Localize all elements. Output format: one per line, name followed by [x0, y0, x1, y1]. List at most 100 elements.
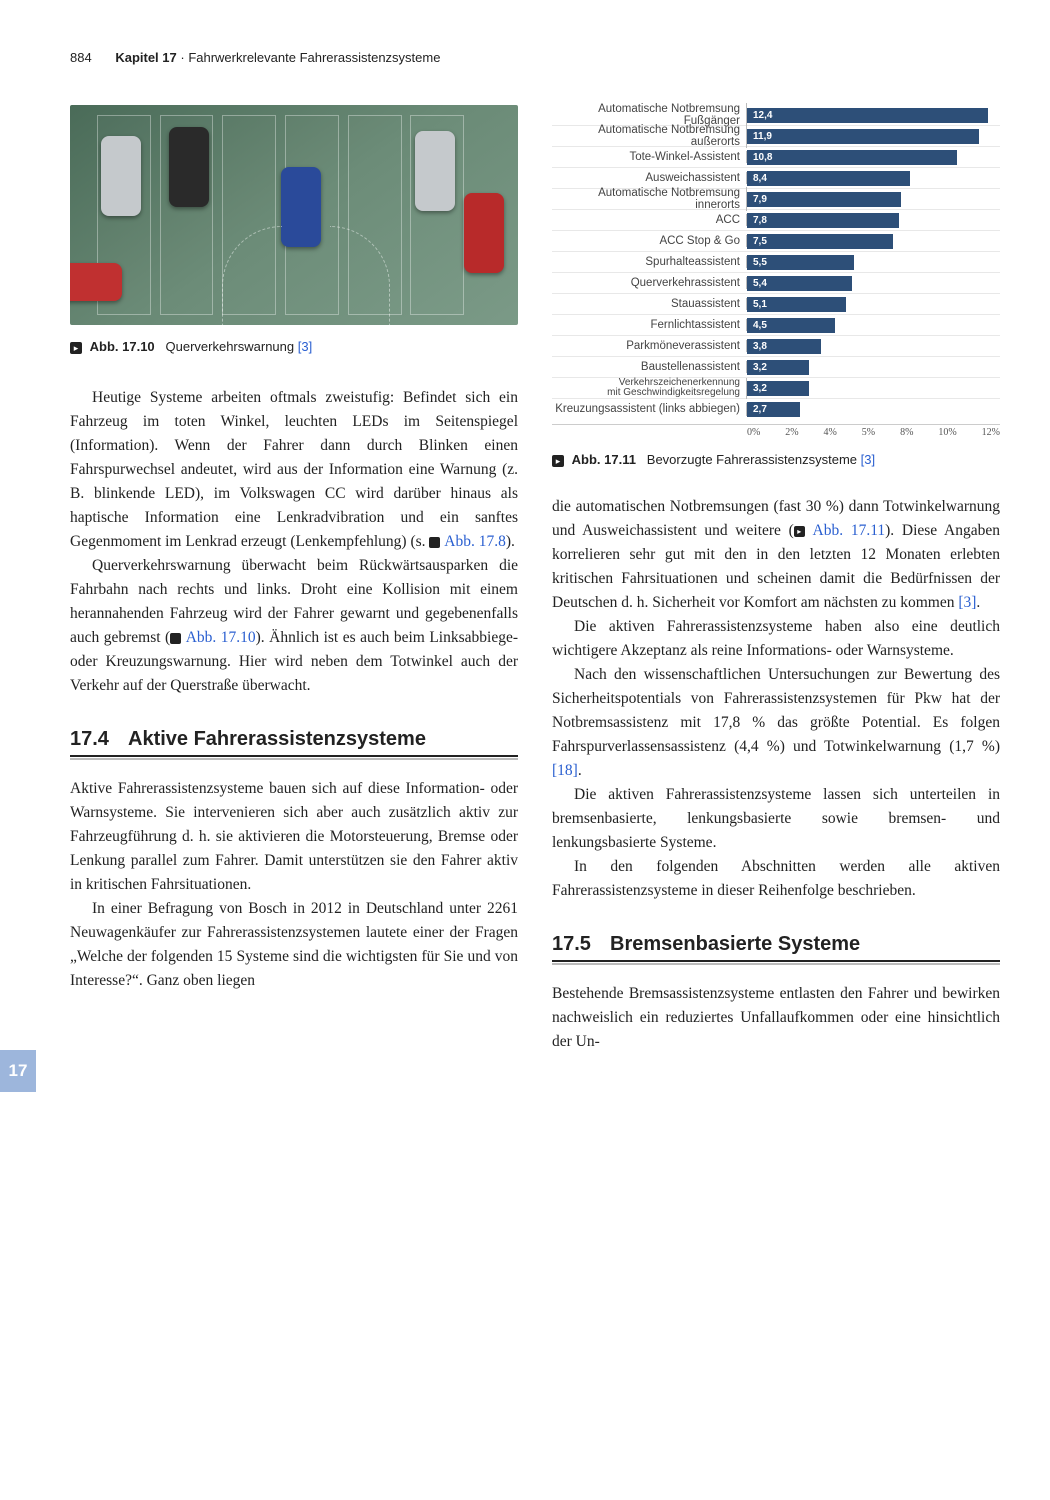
chart-bar-value: 7,9	[753, 192, 767, 207]
chart-bar-row: Stauassistent 5,1	[552, 294, 1000, 315]
chart-bar-label: Automatische Notbremsung außerorts	[552, 124, 747, 148]
chart-bar-fill: 3,8	[747, 339, 821, 354]
section-title: Bremsenbasierte Systeme	[610, 933, 1000, 956]
chart-bar-label: Automatische Notbremsung innerorts	[552, 187, 747, 211]
chart-bar-row: Tote-Winkel-Assistent 10,8	[552, 147, 1000, 168]
chart-bar-fill: 7,9	[747, 192, 901, 207]
chart-bar-fill: 5,5	[747, 255, 854, 270]
chart-bar-row: Kreuzungsassistent (links abbiegen) 2,7	[552, 399, 1000, 420]
body-paragraph: In den folgenden Abschnitten werden alle…	[552, 855, 1000, 903]
figure-label: Abb. 17.11	[572, 452, 636, 467]
chart-bar-fill: 10,8	[747, 150, 957, 165]
chart-bar-row: ACC7,8	[552, 210, 1000, 231]
axis-tick-label: 2%	[785, 427, 798, 438]
chart-bar-value: 3,2	[753, 381, 767, 396]
chart-bar-fill: 7,8	[747, 213, 899, 228]
caption-bullet-icon: ▸	[70, 342, 82, 354]
chart-bar-row: Parkmöneverassistent3,8	[552, 336, 1000, 357]
chart-bar-label: Fernlichtassistent	[552, 319, 747, 331]
chart-bar-row: Baustellenassistent3,2	[552, 357, 1000, 378]
chart-bar-label: Spurhalteassistent	[552, 256, 747, 268]
body-paragraph: Heutige Systeme arbeiten oftmals zweistu…	[70, 386, 518, 554]
chart-bar-label: Querverkehrassistent	[552, 277, 747, 289]
chart-bar-row: Verkehrszeichenerkennungmit Geschwindigk…	[552, 378, 1000, 399]
figure-caption-text: Querverkehrswarnung	[166, 339, 295, 354]
chart-bar-fill: 11,9	[747, 129, 979, 144]
figure-cross-ref[interactable]: Abb. 17.10	[186, 629, 256, 646]
chart-x-axis: 0%2%4%5%8%10%12%	[552, 425, 1000, 438]
figure-caption-text: Bevorzugte Fahrerassistenzsysteme	[647, 452, 857, 467]
left-column: ▸ Abb. 17.10 Querverkehrswarnung [3] Heu…	[70, 105, 518, 1054]
chart-bar-value: 5,4	[753, 276, 767, 291]
chart-bar-value: 5,5	[753, 255, 767, 270]
figure-cross-ref[interactable]: Abb. 17.11	[813, 522, 886, 539]
chart-bar-value: 12,4	[753, 108, 772, 123]
section-number: 17.4	[70, 728, 128, 751]
chart-bar-fill: 7,5	[747, 234, 893, 249]
citation-ref[interactable]: [18]	[552, 762, 578, 779]
figure-cross-ref[interactable]: Abb. 17.8	[444, 533, 506, 550]
section-heading-17-4: 17.4 Aktive Fahrerassistenzsysteme	[70, 728, 518, 751]
axis-tick-label: 4%	[824, 427, 837, 438]
body-paragraph: Querverkehrswarnung überwacht beim Rückw…	[70, 554, 518, 698]
page-header: 884 Kapitel 17 · Fahrwerkrelevante Fahre…	[70, 50, 1000, 65]
chart-bar-label: Kreuzungsassistent (links abbiegen)	[552, 403, 747, 415]
chapter-label: Kapitel 17	[115, 50, 176, 65]
chart-bar-fill: 3,2	[747, 360, 809, 375]
section-number: 17.5	[552, 933, 610, 956]
chart-bar-label: Baustellenassistent	[552, 361, 747, 373]
axis-tick-label: 0%	[747, 427, 760, 438]
chart-bar-value: 8,4	[753, 171, 767, 186]
chart-bar-row: Ausweichassistent 8,4	[552, 168, 1000, 189]
chart-bar-label: Parkmöneverassistent	[552, 340, 747, 352]
section-title: Aktive Fahrerassistenzsysteme	[128, 728, 518, 751]
chart-bar-fill: 2,7	[747, 402, 800, 417]
chapter-title: Fahrwerkrelevante Fahrerassistenzsysteme	[188, 50, 440, 65]
chart-bar-fill: 3,2	[747, 381, 809, 396]
chart-bar-label: Stauassistent	[552, 298, 747, 310]
figure-label: Abb. 17.10	[90, 339, 155, 354]
chart-bar-value: 4,5	[753, 318, 767, 333]
chart-bar-value: 11,9	[753, 129, 772, 144]
caption-bullet-icon: ▸	[552, 455, 564, 467]
axis-tick-label: 12%	[982, 427, 1000, 438]
chart-bar-label: ACC Stop & Go	[552, 235, 747, 247]
chart-bar-row: Querverkehrassistent 5,4	[552, 273, 1000, 294]
chart-bar-value: 2,7	[753, 402, 767, 417]
chapter-side-tab: 17	[0, 1050, 36, 1092]
ref-bullet-icon: ▸	[794, 526, 805, 537]
body-paragraph: Die aktiven Fahrerassistenzsysteme haben…	[552, 615, 1000, 663]
figure-citation[interactable]: [3]	[861, 452, 875, 467]
chart-bar-row: Spurhalteassistent 5,5	[552, 252, 1000, 273]
body-paragraph: Nach den wissenschaftlichen Untersuchung…	[552, 663, 1000, 783]
chart-bar-row: Fernlichtassistent 4,5	[552, 315, 1000, 336]
section-rule	[70, 755, 518, 757]
figure-citation[interactable]: [3]	[298, 339, 312, 354]
page-number: 884	[70, 50, 92, 65]
body-paragraph: Aktive Fahrerassistenzsysteme bauen sich…	[70, 777, 518, 897]
chart-bar-label: Ausweichassistent	[552, 172, 747, 184]
chart-bar-fill: 5,1	[747, 297, 846, 312]
chart-bar-row: Automatische Notbremsung Fußgänger12,4	[552, 105, 1000, 126]
chart-bar-label: Verkehrszeichenerkennungmit Geschwindigk…	[552, 378, 747, 399]
chart-bar-fill: 12,4	[747, 108, 988, 123]
body-paragraph: die automatischen Notbremsungen (fast 30…	[552, 495, 1000, 615]
figure-17-10-image	[70, 105, 518, 325]
chart-bar-row: Automatische Notbremsung außerorts 11,9	[552, 126, 1000, 147]
chart-bar-fill: 8,4	[747, 171, 910, 186]
section-heading-17-5: 17.5 Bremsenbasierte Systeme	[552, 933, 1000, 956]
chart-bar-row: ACC Stop & Go7,5	[552, 231, 1000, 252]
chart-bar-value: 5,1	[753, 297, 767, 312]
body-paragraph: In einer Befragung von Bosch in 2012 in …	[70, 897, 518, 993]
section-rule	[552, 960, 1000, 962]
chart-bar-label: ACC	[552, 214, 747, 226]
right-column: Automatische Notbremsung Fußgänger12,4Au…	[552, 105, 1000, 1054]
ref-bullet-icon: ▸	[429, 537, 440, 548]
axis-tick-label: 5%	[862, 427, 875, 438]
figure-17-11-caption: ▸ Abb. 17.11 Bevorzugte Fahrerassistenzs…	[552, 452, 1000, 467]
ref-bullet-icon: ▸	[170, 633, 181, 644]
citation-ref[interactable]: [3]	[958, 594, 976, 611]
chart-bar-value: 10,8	[753, 150, 772, 165]
chart-bar-fill: 4,5	[747, 318, 835, 333]
chart-bar-label: Tote-Winkel-Assistent	[552, 151, 747, 163]
